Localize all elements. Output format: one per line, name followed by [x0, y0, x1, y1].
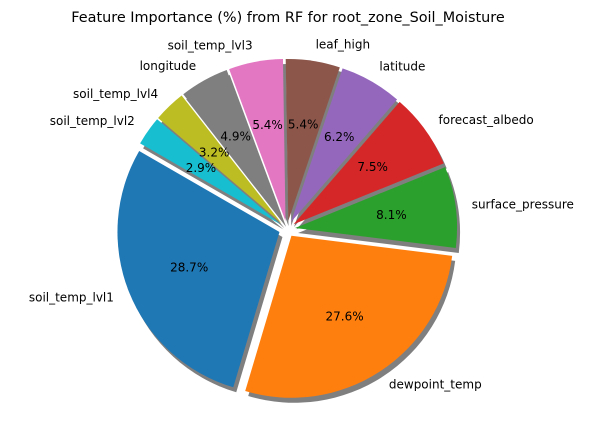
slice-surface-pressure: [295, 167, 458, 249]
slice-label-soil-temp-lvl4: soil_temp_lvl4: [73, 87, 158, 101]
slice-percent-soil-temp-lvl3: 5.4%: [252, 118, 283, 132]
slice-percent-forecast-albedo: 7.5%: [357, 160, 388, 174]
slice-percent-soil-temp-lvl4: 3.2%: [199, 145, 230, 159]
slice-percent-latitude: 6.2%: [324, 130, 355, 144]
slice-label-soil-temp-lvl1: soil_temp_lvl1: [29, 290, 114, 304]
slice-forecast-albedo: [293, 101, 444, 225]
slice-label-dewpoint-temp: dewpoint_temp: [389, 377, 482, 391]
slice-percent-soil-temp-lvl1: 28.7%: [170, 260, 208, 274]
slice-label-leaf-high: leaf_high: [316, 37, 370, 51]
labels: soil_temp_lvl1 28.7% dewpoint_temp 27.6% sur…: [29, 37, 574, 391]
slice-soil-temp-lvl3: [229, 59, 286, 222]
slice-label-soil-temp-lvl2: soil_temp_lvl2: [50, 114, 135, 128]
slice-percent-surface-pressure: 8.1%: [376, 208, 407, 222]
slice-soil-temp-lvl4: [158, 95, 282, 224]
slice-label-latitude: latitude: [379, 60, 425, 74]
slice-latitude: [291, 68, 398, 222]
slice-longitude: [183, 70, 284, 222]
slice-label-forecast-albedo: forecast_albedo: [439, 113, 534, 127]
slices: [117, 58, 458, 398]
slice-dewpoint-temp: [245, 235, 453, 398]
slice-percent-dewpoint-temp: 27.6%: [326, 310, 364, 324]
slice-percent-soil-temp-lvl2: 2.9%: [186, 161, 217, 175]
slice-label-longitude: longitude: [140, 59, 197, 73]
slice-percent-longitude: 4.9%: [220, 130, 251, 144]
slice-soil-temp-lvl1: [117, 150, 280, 388]
slice-label-soil-temp-lvl3: soil_temp_lvl3: [168, 38, 253, 52]
slice-leaf-high: [285, 58, 340, 221]
slice-percent-leaf-high: 5.4%: [288, 117, 319, 131]
chart-title: Feature Importance (%) from RF for root_…: [71, 10, 505, 26]
slice-label-surface-pressure: surface_pressure: [472, 197, 574, 211]
slice-soil-temp-lvl2: [140, 119, 281, 225]
